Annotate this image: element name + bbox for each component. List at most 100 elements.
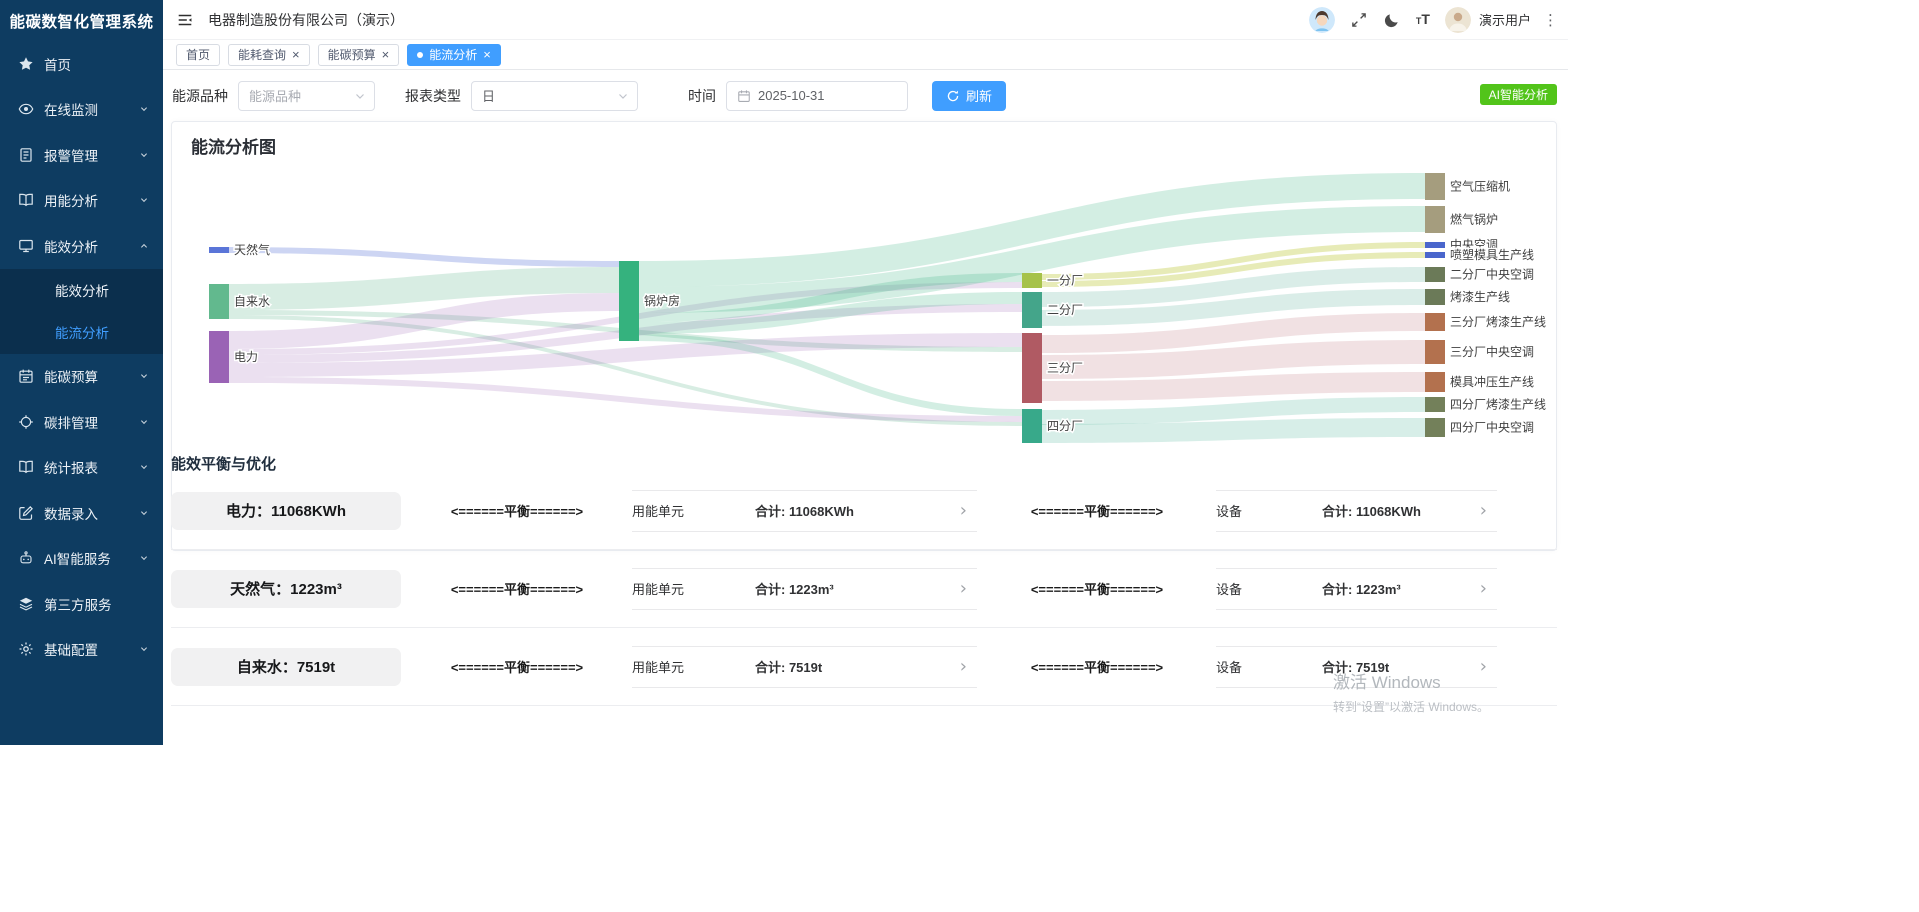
more-menu-icon[interactable]: ⋮ — [1543, 11, 1558, 29]
sankey-node-喷塑模具生产线 — [1425, 252, 1445, 258]
sankey-node-label: 一分厂 — [1047, 274, 1083, 288]
sidebar-item-用能分析[interactable]: 用能分析 — [0, 178, 163, 224]
balance-rows: 电力：11068KWh <======平衡======> 用能单元 合计: 11068… — [171, 472, 1557, 706]
sankey-node-label: 二分厂 — [1047, 303, 1083, 317]
sankey-link — [1042, 242, 1425, 280]
ai-analysis-button[interactable]: AI智能分析 — [1479, 84, 1557, 105]
tab-bar: 首页 能耗查询 × 能碳预算 × 能流分析 × — [163, 40, 1568, 70]
book-icon — [18, 459, 34, 475]
sankey-link — [639, 273, 1022, 322]
sankey-link — [229, 293, 619, 349]
sankey-link — [1042, 372, 1425, 401]
chevron-right-icon: › — [1479, 655, 1487, 677]
sankey-node-二分厂 — [1022, 292, 1042, 328]
sidebar-item-能碳预算[interactable]: 能碳预算 — [0, 354, 163, 400]
app-title: 能碳数智化管理系统 — [9, 13, 154, 31]
sankey-chart[interactable]: 天然气 自来水 电力 锅炉房 一分厂 二分厂 三分厂 四分厂 空气压缩机 燃气锅炉 中央空调 喷塑模具… — [172, 122, 1558, 552]
device-list-item[interactable]: 设备 合计: 1223m³ › — [1216, 567, 1497, 610]
device-list-item[interactable]: 设备 合计: 11068KWh › — [1216, 489, 1497, 532]
sankey-node-label: 模具冲压生产线 — [1450, 374, 1534, 389]
sankey-node-label: 三分厂中央空调 — [1450, 344, 1534, 359]
sankey-node-label: 空气压缩机 — [1450, 179, 1510, 194]
sankey-link — [1042, 252, 1425, 287]
unit-list-item[interactable]: 用能单元 合计: 1223m³ › — [632, 567, 977, 610]
sankey-node-三分厂烤漆生产线 — [1425, 313, 1445, 331]
tab-能流分析[interactable]: 能流分析 × — [407, 43, 501, 66]
chevron-up-icon — [138, 240, 150, 252]
date-picker[interactable]: 2025-10-31 — [726, 80, 908, 111]
balance-section: 能效平衡与优化 电力：11068KWh <======平衡======> 用能单元合… — [171, 453, 1557, 706]
close-icon[interactable]: × — [483, 47, 491, 62]
close-icon[interactable]: × — [292, 47, 300, 62]
energy-type-label: 能源品种 — [172, 87, 228, 104]
report-type-select[interactable]: 日 — [471, 80, 638, 111]
sankey-link — [639, 206, 1425, 313]
sankey-node-四分厂烤漆生产线 — [1425, 397, 1445, 412]
sankey-node-电力 — [209, 331, 229, 383]
sidebar-item-报警管理[interactable]: 报警管理 — [0, 132, 163, 178]
assistant-avatar[interactable] — [1308, 6, 1335, 33]
sankey-node-烤漆生产线 — [1425, 289, 1445, 305]
sankey-node-label: 电力 — [234, 350, 258, 364]
sidebar-item-数据录入[interactable]: 数据录入 — [0, 490, 163, 536]
energy-type-select[interactable]: 能源品种 — [238, 80, 375, 111]
chevron-down-icon — [138, 370, 150, 382]
fullscreen-icon[interactable] — [1350, 11, 1368, 29]
sankey-node-label: 自来水 — [234, 295, 270, 309]
app-window: 能碳数智化管理系统 首页 在线监测 报警管理 用能分析 能效分析 能效分析 能流分析 能碳预算… — [0, 0, 1568, 745]
header-right-cluster: TT 演示用户 ⋮ — [1294, 6, 1558, 33]
sidebar-item-统计报表[interactable]: 统计报表 — [0, 445, 163, 491]
sankey-link — [1042, 313, 1425, 353]
sidebar-item-能效分析[interactable]: 能效分析 — [0, 223, 163, 269]
chevron-down-icon — [138, 103, 150, 115]
aim-icon — [18, 414, 34, 430]
balance-arrow: <======平衡======> — [1030, 660, 1164, 675]
tab-能耗查询[interactable]: 能耗查询 × — [228, 43, 310, 66]
sidebar-item-第三方服务[interactable]: 第三方服务 — [0, 581, 163, 627]
sankey-node-label: 四分厂 — [1047, 419, 1083, 433]
unit-list-item[interactable]: 用能单元 合计: 7519t › — [632, 645, 977, 688]
chart-title: 能流分析图 — [191, 138, 276, 157]
submenu: 能效分析 能流分析 — [0, 268, 163, 354]
filter-bar: 能源品种 能源品种 报表类型 日 时间 2025-10-31 刷新 — [163, 70, 1568, 121]
close-icon[interactable]: × — [381, 47, 390, 62]
sankey-link — [229, 377, 1022, 422]
energy-flow-card: 天然气 自来水 电力 锅炉房 一分厂 二分厂 三分厂 四分厂 空气压缩机 燃气锅炉 中央空调 喷塑模具… — [171, 121, 1557, 551]
collapse-menu-icon[interactable] — [176, 11, 194, 29]
balance-row: 天然气：1223m³ <======平衡======> 用能单元 合计: 1223m³… — [171, 550, 1557, 628]
report-type-label: 报表类型 — [405, 87, 461, 104]
company-title: 电器制造股份有限公司（演示） — [208, 11, 404, 28]
sankey-link — [1042, 289, 1425, 326]
book-icon — [18, 192, 34, 208]
user-avatar[interactable] — [1444, 6, 1471, 33]
font-size-icon[interactable]: TT — [1415, 10, 1430, 27]
chevron-down-icon — [138, 416, 150, 428]
sankey-link — [1042, 340, 1425, 379]
sidebar-subitem-能流分析[interactable]: 能流分析 — [55, 326, 109, 342]
energy-total-pill: 电力：11068KWh — [171, 491, 401, 530]
refresh-icon — [947, 90, 959, 101]
unit-list-item[interactable]: 用能单元 合计: 11068KWh › — [632, 489, 977, 532]
sidebar-item-AI智能服务[interactable]: AI智能服务 — [0, 536, 163, 582]
dark-mode-moon-icon[interactable] — [1383, 11, 1401, 29]
refresh-button[interactable]: 刷新 — [932, 80, 1007, 111]
device-list-item[interactable]: 设备 合计: 7519t › — [1216, 645, 1497, 688]
monitor-icon — [18, 238, 34, 254]
balance-heading: 能效平衡与优化 — [171, 456, 277, 473]
sankey-link — [1042, 418, 1425, 443]
chevron-right-icon: › — [959, 499, 967, 521]
balance-arrow: <======平衡======> — [450, 504, 584, 519]
sankey-node-天然气 — [209, 247, 229, 253]
username-label[interactable]: 演示用户 — [1478, 13, 1531, 28]
chevron-down-icon — [138, 552, 150, 564]
sidebar-item-基础配置[interactable]: 基础配置 — [0, 627, 163, 673]
sidebar-item-碳排管理[interactable]: 碳排管理 — [0, 399, 163, 445]
sankey-link — [229, 267, 619, 310]
sidebar-subitem-能效分析[interactable]: 能效分析 — [55, 283, 109, 299]
tab-首页[interactable]: 首页 — [176, 43, 221, 66]
sidebar-item-首页[interactable]: 首页 — [0, 41, 163, 87]
tab-能碳预算[interactable]: 能碳预算 × — [317, 43, 400, 66]
sankey-node-四分厂中央空调 — [1425, 418, 1445, 437]
sankey-node-label: 三分厂 — [1047, 361, 1083, 375]
sidebar-item-在线监测[interactable]: 在线监测 — [0, 87, 163, 133]
